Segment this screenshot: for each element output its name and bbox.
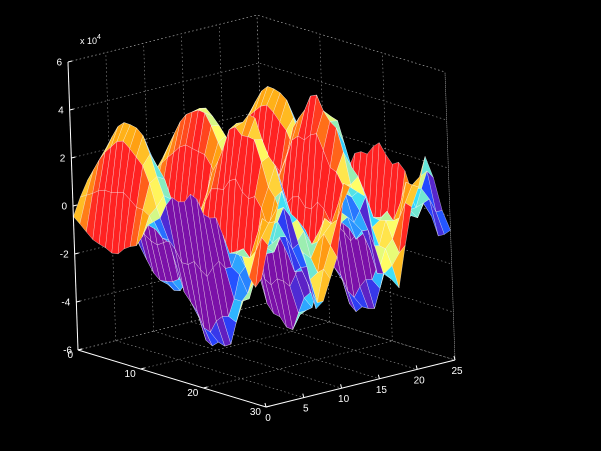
x-tick-mark bbox=[302, 393, 305, 398]
y-tick-label: 0 bbox=[67, 350, 73, 361]
surface-facet bbox=[255, 237, 269, 288]
z-tick-label: 2 bbox=[60, 154, 66, 165]
y-tick-label: 30 bbox=[250, 407, 262, 418]
z-tick-label: -2 bbox=[60, 250, 69, 261]
y-tick-mark bbox=[265, 405, 271, 408]
y-axis-line bbox=[77, 349, 267, 408]
z-gridline bbox=[77, 302, 456, 361]
x-tick-mark bbox=[340, 384, 343, 389]
z-gridline bbox=[76, 254, 454, 313]
y-tick-mark bbox=[203, 386, 208, 389]
z-tick-mark bbox=[67, 60, 73, 63]
x-axis-line bbox=[265, 359, 456, 408]
x-tick-label: 5 bbox=[303, 404, 309, 415]
z-tick-mark bbox=[72, 204, 78, 207]
x-tick-label: 10 bbox=[338, 394, 350, 405]
floor-gridline bbox=[153, 330, 342, 389]
floor-gridline bbox=[229, 312, 418, 370]
axes-frame bbox=[67, 60, 456, 408]
z-tick-mark bbox=[76, 300, 81, 303]
z-tick-label: -4 bbox=[61, 298, 70, 309]
z-gridline bbox=[69, 62, 447, 121]
x-tick-mark bbox=[453, 355, 456, 361]
x-tick-mark bbox=[377, 374, 380, 379]
z-tick-label: 6 bbox=[56, 58, 62, 69]
y-wall-gridline bbox=[444, 71, 456, 361]
x-tick-mark bbox=[264, 402, 267, 408]
floor-gridline bbox=[203, 340, 393, 389]
floor-gridline bbox=[77, 302, 268, 351]
x-tick-label: 0 bbox=[265, 413, 271, 424]
y-tick-label: 10 bbox=[125, 369, 137, 380]
z-scale-label: x 104 bbox=[80, 34, 101, 46]
z-tick-label: 0 bbox=[61, 202, 67, 213]
x-tick-mark bbox=[415, 365, 418, 370]
x-tick-label: 15 bbox=[376, 385, 388, 396]
z-tick-label: -6 bbox=[63, 346, 72, 357]
y-tick-label: 20 bbox=[187, 388, 199, 399]
x-tick-label: 25 bbox=[451, 366, 463, 377]
floor-gridline bbox=[115, 340, 304, 398]
z-tick-label: 4 bbox=[58, 106, 64, 117]
surface-mesh bbox=[73, 85, 451, 347]
y-tick-mark bbox=[77, 348, 83, 351]
z-tick-mark bbox=[74, 252, 79, 255]
z-tick-mark bbox=[71, 156, 76, 159]
box-edge bbox=[67, 14, 456, 361]
x-tick-label: 20 bbox=[414, 375, 426, 386]
z-tick-mark bbox=[69, 108, 74, 111]
floor-gridline bbox=[140, 321, 330, 370]
y-tick-mark bbox=[140, 367, 145, 370]
